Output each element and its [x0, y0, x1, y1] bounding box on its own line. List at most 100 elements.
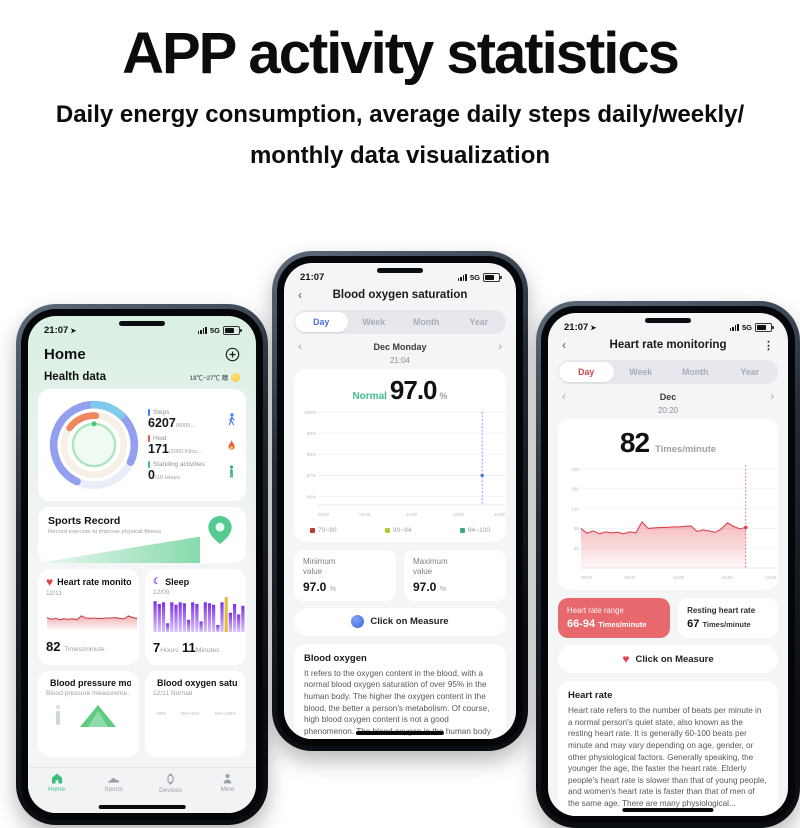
minimum-value-card: Minimum value 97.0 %	[294, 550, 396, 601]
tab-sports-label: Sports	[104, 786, 123, 793]
home-indicator[interactable]	[355, 731, 445, 735]
oxygen-chart-card: Normal 97.0 % 100% 99% 98% 97% 96% 00:00 06:00…	[294, 369, 506, 542]
tab-year[interactable]: Year	[469, 317, 489, 327]
page-title: APP activity statistics	[122, 21, 680, 86]
heart-range-unit: Times/minute	[598, 620, 647, 629]
status-time: 21:07	[300, 272, 325, 283]
oxygen-info-text: It refers to the oxygen content in the b…	[304, 668, 491, 739]
home-screen: 21:07 ➤ 5G Home Health data 18℃~27℃ 晴	[28, 316, 256, 813]
svg-text:00:00: 00:00	[581, 575, 593, 580]
measure-ball-icon	[351, 615, 365, 629]
home-icon	[51, 773, 62, 784]
moon-icon: ☾	[153, 576, 162, 586]
tab-sports[interactable]: Sports	[85, 773, 142, 813]
bp-card-title: Blood pressure monitoring	[50, 678, 131, 688]
minimum-value: 97.0	[303, 579, 327, 594]
tab-mine[interactable]: Mine	[199, 773, 256, 813]
sleep-card[interactable]: ☾ Sleep 12/09 7Hours 11Minutes	[145, 569, 246, 665]
tab-day[interactable]: Day	[559, 362, 614, 382]
standing-label: Standing activities	[153, 460, 205, 468]
menu-kebab-icon[interactable]: ⋮	[763, 339, 774, 352]
tab-devices[interactable]: Devices	[142, 773, 199, 813]
oxygen-day-chart[interactable]: 100% 99% 98% 97% 96% 00:00 06:00 12:00 18:00 24:0…	[300, 406, 512, 518]
next-date-button[interactable]: ›	[498, 341, 502, 353]
back-button[interactable]: ‹	[298, 288, 302, 302]
heart-info-card: Heart rate Heart rate refers to the numb…	[558, 681, 778, 816]
heart-rate-card[interactable]: ♥Heart rate monitoring 12/11 82 Times/mi…	[38, 569, 139, 665]
svg-text:06:00: 06:00	[624, 575, 636, 580]
tab-home[interactable]: Home	[28, 773, 85, 813]
svg-text:06:00: 06:00	[359, 512, 371, 517]
ox-card-date: 12/11 Normal	[153, 690, 193, 697]
bp-mini-graphic	[55, 704, 116, 727]
sleep-bars-chart	[153, 597, 245, 633]
prev-date-button[interactable]: ‹	[562, 391, 566, 403]
prev-date-button[interactable]: ‹	[298, 341, 302, 353]
weather-text: 18℃~27℃ 晴	[189, 374, 228, 382]
tab-month[interactable]: Month	[682, 367, 709, 377]
home-indicator[interactable]	[622, 808, 714, 812]
standing-goal: /10 Hours	[154, 474, 181, 481]
stat-heat: Heat 171/2000 Kiloc...	[148, 434, 238, 456]
heart-card-value: 82	[46, 639, 61, 654]
svg-text:24:00: 24:00	[494, 512, 506, 517]
legend-red-label: 70~90	[318, 527, 337, 534]
screen-title: Heart rate monitoring	[609, 339, 727, 351]
sports-record-card[interactable]: Sports Record Record exercise to improve…	[38, 507, 246, 563]
network-label: 5G	[469, 273, 480, 282]
weather-widget: 18℃~27℃ 晴	[189, 372, 240, 382]
home-indicator[interactable]	[98, 805, 186, 809]
ox-card-title: Blood oxygen saturation	[157, 678, 238, 688]
measure-time: 20:20	[657, 406, 679, 415]
legend-yellow-swatch	[384, 528, 390, 533]
measure-button-label: Click on Measure	[635, 653, 714, 665]
route-wedge-graphic	[38, 536, 201, 563]
watch-icon	[167, 773, 174, 785]
blood-pressure-card[interactable]: Blood pressure monitoring Blood pressure…	[38, 671, 139, 757]
legend-yellow-label: 90~94	[392, 527, 412, 534]
network-label: 5G	[741, 323, 752, 332]
measure-button[interactable]: ♥ Click on Measure	[558, 645, 778, 673]
add-device-button[interactable]	[225, 347, 240, 362]
oxygen-value: 97.0	[389, 375, 438, 405]
page-subtitle: Daily energy consumption, average daily …	[0, 95, 800, 177]
speaker-slot	[645, 318, 691, 323]
sleep-minutes-label: Minutes	[195, 647, 220, 654]
minimum-label: Minimum value	[303, 557, 336, 577]
status-time: 21:07	[44, 325, 69, 336]
sports-record-subtitle: Record exercise to improve physical fitn…	[48, 529, 162, 535]
signal-icon	[729, 324, 739, 331]
subtitle-line-1: Daily energy consumption, average daily …	[55, 101, 745, 128]
phone-heart-bezel: 21:07 ➤ 5G ‹ Heart rate monitoring ⋮ Day …	[541, 306, 795, 823]
date-label: Dec Monday	[373, 342, 427, 352]
tab-week[interactable]: Week	[629, 367, 653, 377]
activity-summary-card[interactable]: Steps 6207/8000... Heat 171/2000 Kiloc..…	[38, 389, 246, 501]
sleep-hours: 7	[153, 640, 161, 655]
battery-icon	[223, 325, 242, 336]
blood-oxygen-card[interactable]: Blood oxygen saturation 12/11 Normal ~90…	[145, 671, 246, 757]
legend-green-swatch	[459, 528, 465, 533]
sleep-card-date: 12/09	[153, 589, 170, 596]
heat-goal: /2000 Kiloc...	[168, 448, 203, 455]
heat-value: 171	[148, 441, 169, 456]
tab-week[interactable]: Week	[362, 317, 386, 327]
legend-green-label: 94~100	[467, 527, 490, 534]
next-date-button[interactable]: ›	[770, 391, 774, 403]
signal-icon	[197, 327, 207, 334]
tab-day[interactable]: Day	[295, 312, 348, 332]
home-title: Home	[44, 346, 86, 363]
heart-day-chart[interactable]: 200 160 120 80 40 00:00 06:00 12:00 18:00 24:00	[564, 459, 784, 581]
screen-title: Blood oxygen saturation	[332, 289, 468, 301]
phone-home-bezel: 21:07 ➤ 5G Home Health data 18℃~27℃ 晴	[21, 309, 263, 820]
oxygen-info-card: Blood oxygen It refers to the oxygen con…	[294, 643, 506, 739]
back-button[interactable]: ‹	[562, 338, 566, 352]
period-tabs: Day Week Month Year	[294, 310, 506, 334]
svg-text:200: 200	[571, 467, 579, 472]
date-label: Dec	[659, 392, 677, 402]
heart-value: 82	[619, 427, 650, 458]
measure-button[interactable]: Click on Measure	[294, 607, 506, 636]
tab-month[interactable]: Month	[413, 317, 440, 327]
tab-year[interactable]: Year	[740, 367, 760, 377]
svg-text:96%: 96%	[307, 494, 316, 499]
maximum-label: Maximum value	[413, 557, 448, 577]
